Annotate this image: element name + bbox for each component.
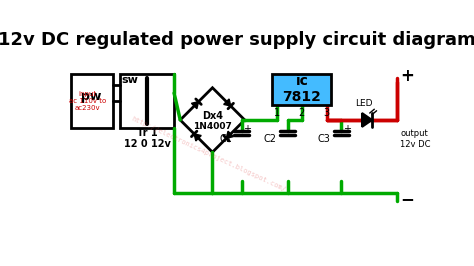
Text: C3: C3 xyxy=(318,134,330,144)
Text: 1: 1 xyxy=(274,109,280,118)
Text: −: − xyxy=(401,190,414,208)
Text: 2: 2 xyxy=(299,109,305,118)
Polygon shape xyxy=(194,134,201,141)
Text: pw: pw xyxy=(82,90,102,103)
Text: LED: LED xyxy=(355,99,372,108)
Text: sw: sw xyxy=(121,75,138,85)
Text: 1N4007: 1N4007 xyxy=(193,122,232,131)
Text: +: + xyxy=(343,124,351,134)
Polygon shape xyxy=(362,113,372,127)
Text: output
12v DC: output 12v DC xyxy=(401,130,431,149)
Polygon shape xyxy=(227,131,233,138)
Bar xyxy=(71,74,113,128)
Text: Tr 1
12 0 12v: Tr 1 12 0 12v xyxy=(124,128,171,149)
Text: Dx4: Dx4 xyxy=(202,111,223,121)
Text: C1: C1 xyxy=(219,134,232,144)
Text: C2: C2 xyxy=(264,134,277,144)
Polygon shape xyxy=(224,99,231,106)
Text: 12v DC regulated power supply circuit diagram: 12v DC regulated power supply circuit di… xyxy=(0,31,474,49)
Polygon shape xyxy=(191,102,199,109)
Polygon shape xyxy=(180,88,245,152)
Text: 3: 3 xyxy=(324,109,330,118)
Bar xyxy=(120,74,174,128)
Text: http://electronics4project.blogspot.com/: http://electronics4project.blogspot.com/ xyxy=(130,116,287,193)
Text: ic
7812: ic 7812 xyxy=(283,74,321,104)
Text: +: + xyxy=(401,67,414,85)
Text: +: + xyxy=(243,124,251,134)
Text: input
ac 110v to
ac230v: input ac 110v to ac230v xyxy=(69,91,106,111)
Bar xyxy=(272,74,331,105)
